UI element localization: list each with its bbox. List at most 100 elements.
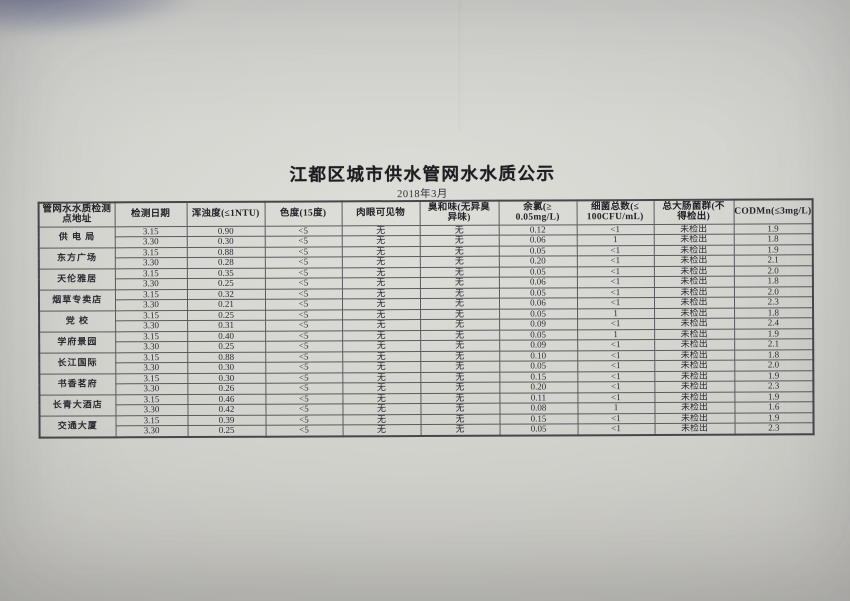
cell-turbidity: 0.25 <box>187 309 266 321</box>
cell-odor-taste: 无 <box>419 277 499 289</box>
cell-codmn: 1.8 <box>733 275 813 287</box>
cell-chroma: <5 <box>264 225 342 237</box>
cell-odor-taste: 无 <box>419 235 499 247</box>
cell-codmn: 1.8 <box>733 233 813 245</box>
cell-odor-taste: 无 <box>419 224 499 236</box>
cell-chroma: <5 <box>265 309 343 321</box>
cell-chroma: <5 <box>265 361 343 373</box>
cell-odor-taste: 无 <box>420 403 500 415</box>
cell-odor-taste: 无 <box>420 371 500 383</box>
cell-turbidity: 0.21 <box>186 299 266 311</box>
cell-turbidity: 0.31 <box>187 320 266 332</box>
cell-bacteria-total: 1 <box>576 234 654 246</box>
cell-visible-matter: 无 <box>342 340 421 352</box>
paper-fold-crease <box>459 0 462 130</box>
cell-turbidity: 0.88 <box>186 246 265 258</box>
cell-chroma: <5 <box>265 403 343 415</box>
cell-odor-taste: 无 <box>419 287 499 299</box>
cell-codmn: 2.4 <box>734 317 814 329</box>
cell-bacteria-total: <1 <box>577 318 655 330</box>
cell-bacteria-total: <1 <box>576 255 654 267</box>
cell-test-date: 3.15 <box>115 415 188 426</box>
cell-visible-matter: 无 <box>341 298 421 310</box>
document-title: 江都区城市供水管网水水质公示 <box>289 163 556 185</box>
cell-odor-taste: 无 <box>419 245 499 257</box>
cell-residual-chlorine: 0.09 <box>499 339 578 351</box>
cell-residual-chlorine: 0.08 <box>499 402 578 414</box>
cell-odor-taste: 无 <box>420 413 500 425</box>
cell-test-date: 3.30 <box>115 425 188 437</box>
cell-visible-matter: 无 <box>341 277 420 289</box>
cell-codmn: 2.1 <box>734 338 814 350</box>
cell-total-coliform: 未检出 <box>654 423 735 435</box>
cell-bacteria-total: 1 <box>577 308 655 319</box>
cell-turbidity: 0.32 <box>186 288 265 300</box>
cell-turbidity: 0.25 <box>187 425 266 437</box>
cell-codmn: 1.9 <box>734 391 814 403</box>
location-cell: 烟草专卖店 <box>38 289 116 311</box>
cell-bacteria-total: <1 <box>577 423 655 435</box>
cell-bacteria-total: <1 <box>577 381 655 393</box>
cell-chroma: <5 <box>265 414 343 426</box>
cell-total-coliform: 未检出 <box>653 265 734 277</box>
cell-chroma: <5 <box>264 277 342 289</box>
cell-codmn: 1.6 <box>734 401 814 413</box>
cell-residual-chlorine: 0.06 <box>498 276 577 288</box>
cell-residual-chlorine: 0.05 <box>498 266 577 278</box>
cell-test-date: 3.15 <box>114 226 187 237</box>
cell-test-date: 3.30 <box>115 383 188 395</box>
cell-visible-matter: 无 <box>342 309 421 320</box>
cell-turbidity: 0.30 <box>186 236 265 248</box>
background-corner-shadow <box>0 0 200 36</box>
cell-turbidity: 0.25 <box>187 341 266 353</box>
header-line: 总大肠菌群(不 <box>662 201 725 212</box>
cell-bacteria-total: 1 <box>577 402 655 414</box>
cell-chroma: <5 <box>264 246 342 258</box>
cell-residual-chlorine: 0.20 <box>499 381 578 393</box>
cell-total-coliform: 未检出 <box>654 381 735 392</box>
cell-chroma: <5 <box>265 319 343 331</box>
location-cell: 学府景园 <box>39 331 116 353</box>
cell-codmn: 1.9 <box>734 412 814 424</box>
cell-bacteria-total: <1 <box>577 339 655 351</box>
cell-bacteria-total: <1 <box>576 287 654 298</box>
cell-bacteria-total: <1 <box>577 360 655 372</box>
header-line: 管网水水质检测 <box>42 204 112 215</box>
cell-visible-matter: 无 <box>342 351 421 362</box>
header-line: 余氯(≥ <box>523 202 552 213</box>
location-cell: 党 校 <box>39 310 116 332</box>
cell-residual-chlorine: 0.06 <box>498 234 577 246</box>
cell-odor-taste: 无 <box>419 298 500 310</box>
cell-chroma: <5 <box>264 235 342 247</box>
cell-visible-matter: 无 <box>342 330 421 341</box>
location-cell: 天伦雅居 <box>38 268 115 290</box>
water-quality-table: 管网水水质检测 点地址 检测日期 浑浊度(≤1NTU) 色度(15度) 肉眼可见物 臭和味(… <box>37 198 815 439</box>
cell-total-coliform: 未检出 <box>654 349 735 361</box>
cell-visible-matter: 无 <box>341 256 420 268</box>
cell-chroma: <5 <box>265 393 343 405</box>
cell-total-coliform: 未检出 <box>654 412 735 424</box>
cell-residual-chlorine: 0.05 <box>499 308 578 320</box>
header-line: 肉眼可见物 <box>356 208 406 219</box>
cell-visible-matter: 无 <box>342 403 421 415</box>
cell-bacteria-total: <1 <box>577 391 655 403</box>
cell-test-date: 3.30 <box>114 299 188 311</box>
cell-odor-taste: 无 <box>420 319 500 331</box>
header-line: 检测日期 <box>130 209 171 220</box>
header-line: 点地址 <box>62 214 92 225</box>
location-cell: 长青大酒店 <box>39 394 116 416</box>
cell-total-coliform: 未检出 <box>653 297 735 309</box>
cell-bacteria-total: <1 <box>577 371 655 382</box>
cell-codmn: 1.9 <box>733 223 813 235</box>
cell-test-date: 3.30 <box>114 257 187 269</box>
cell-visible-matter: 无 <box>342 382 421 394</box>
table-header: 管网水水质检测 点地址 检测日期 浑浊度(≤1NTU) 色度(15度) 肉眼可见物 臭和味(… <box>38 199 813 227</box>
cell-test-date: 3.30 <box>115 404 188 416</box>
cell-test-date: 3.30 <box>114 278 187 290</box>
cell-residual-chlorine: 0.05 <box>499 329 578 341</box>
cell-total-coliform: 未检出 <box>653 255 734 267</box>
cell-test-date: 3.15 <box>114 268 187 279</box>
cell-odor-taste: 无 <box>420 424 500 436</box>
